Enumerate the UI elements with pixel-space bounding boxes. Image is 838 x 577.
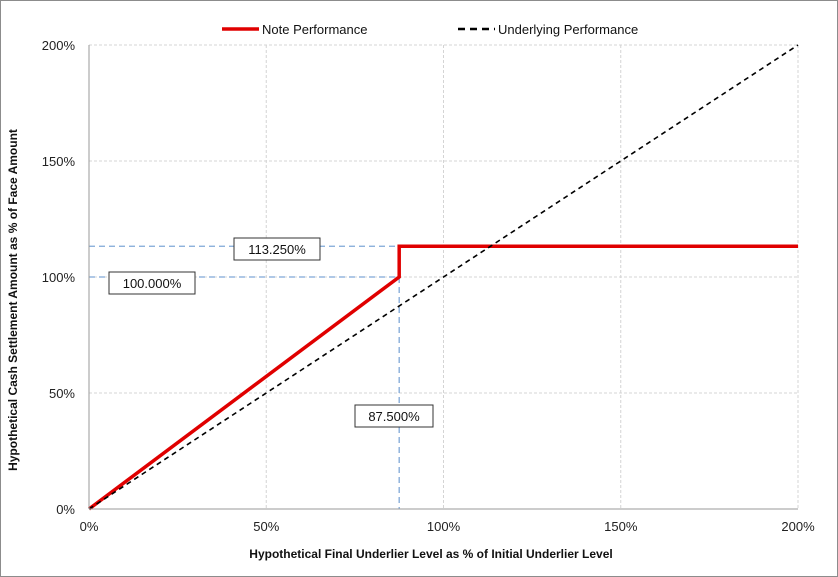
x-tick-label: 200% [781, 519, 815, 534]
legend-item-note-performance: Note Performance [222, 22, 368, 37]
x-axis-label: Hypothetical Final Underlier Level as % … [249, 547, 612, 561]
y-tick-label: 100% [42, 270, 76, 285]
annotation-label: 100.000% [123, 276, 182, 291]
y-tick-label: 50% [49, 386, 75, 401]
annotations: 113.250% 100.000% 87.500% [108, 237, 434, 428]
legend: Note Performance Underlying Performance [222, 22, 638, 37]
annotation-113-250: 113.250% [233, 237, 321, 261]
tick-labels: 0% 50% 100% 150% 200% 0% 50% 100% 150% 200% [42, 38, 815, 534]
x-tick-label: 0% [80, 519, 99, 534]
annotation-87-500: 87.500% [354, 404, 434, 428]
annotation-box [354, 404, 434, 428]
y-tick-label: 200% [42, 38, 76, 53]
annotation-label: 113.250% [248, 242, 306, 257]
y-tick-label: 0% [56, 502, 75, 517]
series-note-performance [87, 244, 798, 511]
y-tick-label: 150% [42, 154, 76, 169]
annotation-label: 87.500% [368, 409, 420, 424]
annotation-box [108, 271, 196, 295]
legend-label: Note Performance [262, 22, 368, 37]
annotation-box [233, 237, 321, 261]
legend-label: Underlying Performance [498, 22, 638, 37]
legend-item-underlying-performance: Underlying Performance [458, 22, 638, 37]
x-tick-label: 150% [604, 519, 638, 534]
annotation-100-000: 100.000% [108, 271, 196, 295]
x-tick-label: 100% [427, 519, 461, 534]
x-tick-label: 50% [253, 519, 279, 534]
gridlines [89, 44, 799, 509]
series-underlying-performance [88, 44, 799, 510]
axes [88, 45, 798, 510]
y-axis-label: Hypothetical Cash Settlement Amount as %… [6, 129, 20, 471]
series-lines [87, 44, 799, 511]
